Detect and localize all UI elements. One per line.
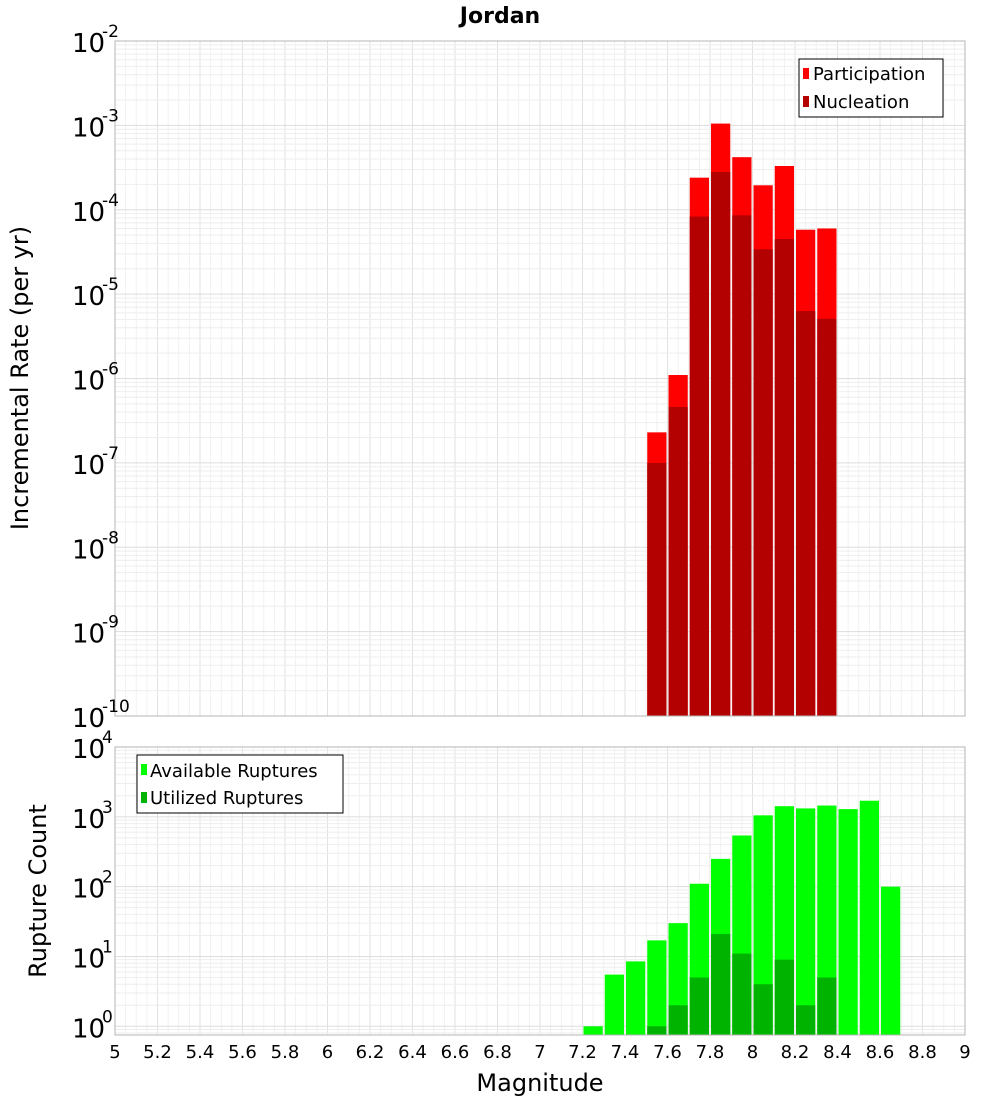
bar-available-ruptures bbox=[881, 886, 901, 1035]
legend-label-available-ruptures: Available Ruptures bbox=[150, 761, 318, 782]
x-tick-label: 5.6 bbox=[228, 1042, 257, 1063]
y-tick-exponent: 2 bbox=[102, 868, 113, 888]
y-tick-exponent: -7 bbox=[102, 444, 119, 464]
grid-layer bbox=[114, 41, 966, 1035]
y-tick-exponent: -5 bbox=[102, 275, 119, 295]
y-tick-label: 10 bbox=[72, 620, 105, 650]
y-tick-exponent: -4 bbox=[102, 191, 119, 211]
legend-swatch-available-ruptures bbox=[141, 764, 147, 775]
legend-label-participation: Participation bbox=[813, 64, 925, 85]
bar-available-ruptures bbox=[647, 940, 667, 1035]
y-tick-exponent: -8 bbox=[102, 528, 119, 548]
x-tick-label: 6.6 bbox=[441, 1042, 470, 1063]
x-tick-label: 6 bbox=[322, 1042, 333, 1063]
legend-swatch-utilized-ruptures bbox=[141, 792, 147, 803]
y-tick-label: 10 bbox=[72, 451, 105, 481]
y-tick-exponent: 0 bbox=[102, 1007, 113, 1027]
x-tick-label: 6.2 bbox=[356, 1042, 385, 1063]
y-tick-label: 10 bbox=[72, 875, 105, 905]
bar-nucleation bbox=[817, 318, 837, 716]
top-legend: Participation Nucleation bbox=[798, 58, 944, 118]
bar-nucleation bbox=[774, 239, 794, 716]
x-tick-label: 5.2 bbox=[143, 1042, 172, 1063]
bar-available-ruptures bbox=[753, 815, 773, 1035]
y-tick-label: 10 bbox=[72, 735, 105, 765]
legend-label-utilized-ruptures: Utilized Ruptures bbox=[150, 788, 303, 809]
y-tick-exponent: -2 bbox=[102, 22, 119, 42]
x-tick-label: 7.4 bbox=[611, 1042, 640, 1063]
legend-swatch-nucleation bbox=[803, 96, 809, 107]
bar-nucleation bbox=[668, 406, 688, 716]
bar-utilized-ruptures bbox=[668, 1005, 688, 1035]
bar-nucleation bbox=[753, 249, 773, 716]
plot-frame bbox=[114, 746, 966, 1036]
y-tick-label: 10 bbox=[72, 198, 105, 228]
bar-available-ruptures bbox=[583, 1026, 603, 1035]
x-tick-label: 7.8 bbox=[696, 1042, 725, 1063]
y-tick-label: 10 bbox=[72, 113, 105, 143]
x-tick-label: 6.8 bbox=[483, 1042, 512, 1063]
legend-swatch-participation bbox=[803, 68, 809, 79]
legend-label-nucleation: Nucleation bbox=[813, 92, 909, 113]
y-tick-exponent: -3 bbox=[102, 106, 119, 126]
tick-layer: 10-1010-910-810-710-610-510-410-310-2100… bbox=[72, 22, 971, 1063]
x-tick-label: 8 bbox=[747, 1042, 758, 1063]
bar-utilized-ruptures bbox=[647, 1026, 667, 1035]
bar-nucleation bbox=[796, 311, 816, 716]
bar-utilized-ruptures bbox=[711, 933, 731, 1035]
bar-utilized-ruptures bbox=[796, 1005, 816, 1035]
bar-nucleation bbox=[711, 172, 731, 716]
top-y-axis-label: Incremental Rate (per yr) bbox=[6, 226, 34, 530]
bar-utilized-ruptures bbox=[817, 977, 837, 1035]
y-tick-label: 10 bbox=[72, 29, 105, 59]
x-tick-label: 7.6 bbox=[653, 1042, 682, 1063]
bar-nucleation bbox=[689, 216, 709, 716]
x-tick-label: 5.4 bbox=[186, 1042, 215, 1063]
bottom-y-axis-label: Rupture Count bbox=[24, 804, 52, 978]
bar-layer bbox=[583, 123, 901, 1035]
bar-utilized-ruptures bbox=[774, 959, 794, 1035]
x-tick-label: 8.8 bbox=[908, 1042, 937, 1063]
bar-available-ruptures bbox=[604, 974, 624, 1035]
y-tick-exponent: -9 bbox=[102, 613, 119, 633]
y-tick-exponent: 3 bbox=[102, 798, 113, 818]
top-legend-box bbox=[798, 58, 944, 118]
chart-title: Jordan bbox=[458, 4, 540, 29]
y-tick-exponent: 1 bbox=[102, 937, 113, 957]
bottom-legend-box bbox=[136, 754, 344, 814]
x-tick-label: 8.2 bbox=[781, 1042, 810, 1063]
bottom-legend: Available Ruptures Utilized Ruptures bbox=[136, 754, 344, 814]
bar-utilized-ruptures bbox=[689, 977, 709, 1035]
y-tick-label: 10 bbox=[72, 1014, 105, 1044]
y-tick-exponent: -6 bbox=[102, 360, 119, 380]
bar-available-ruptures bbox=[838, 809, 858, 1035]
x-tick-label: 7 bbox=[534, 1042, 545, 1063]
y-tick-label: 10 bbox=[72, 282, 105, 312]
y-tick-label: 10 bbox=[72, 805, 105, 835]
y-tick-label: 10 bbox=[72, 367, 105, 397]
x-tick-label: 7.2 bbox=[568, 1042, 597, 1063]
y-tick-label: 10 bbox=[72, 535, 105, 565]
frame-layer bbox=[114, 40, 966, 1036]
y-tick-exponent: -10 bbox=[102, 697, 130, 717]
y-tick-label: 10 bbox=[72, 944, 105, 974]
x-tick-label: 6.4 bbox=[398, 1042, 427, 1063]
x-tick-label: 5 bbox=[109, 1042, 120, 1063]
bar-utilized-ruptures bbox=[753, 984, 773, 1035]
y-tick-label: 10 bbox=[72, 704, 105, 734]
x-tick-label: 5.8 bbox=[271, 1042, 300, 1063]
bar-available-ruptures bbox=[859, 800, 879, 1035]
x-tick-label: 8.4 bbox=[823, 1042, 852, 1063]
x-tick-label: 9 bbox=[959, 1042, 970, 1063]
plot-frame bbox=[114, 40, 966, 717]
y-tick-exponent: 4 bbox=[102, 728, 113, 748]
bar-nucleation bbox=[647, 462, 667, 716]
x-axis-label: Magnitude bbox=[476, 1069, 603, 1097]
x-tick-label: 8.6 bbox=[866, 1042, 895, 1063]
bar-available-ruptures bbox=[626, 961, 646, 1035]
bar-nucleation bbox=[732, 215, 752, 717]
bar-available-ruptures bbox=[796, 808, 816, 1035]
bar-utilized-ruptures bbox=[732, 953, 752, 1035]
